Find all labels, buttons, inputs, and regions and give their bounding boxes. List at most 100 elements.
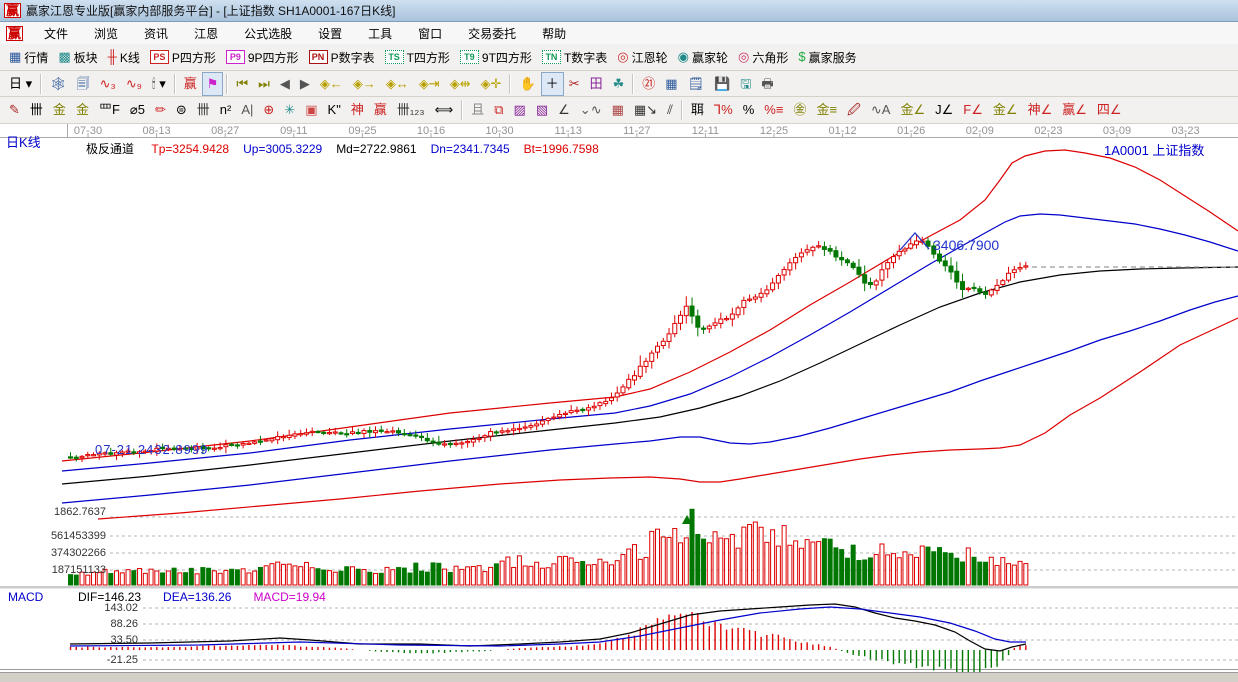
brain-tool-button[interactable]: ☘ (608, 72, 630, 96)
t-square-button[interactable]: TS T四方形 (380, 45, 455, 69)
circle-grid-button[interactable]: ⊜ (171, 98, 192, 122)
p-number-table-button[interactable]: PN P数字表 (304, 45, 380, 69)
gann-wheel-button[interactable]: ◎ 江恩轮 (612, 45, 672, 69)
bars-levels-button[interactable]: 聑 (686, 98, 709, 122)
ruler-grid-button[interactable]: 卌 (192, 98, 215, 122)
mirror-a-button[interactable]: A| (236, 98, 258, 122)
box-fan-button[interactable]: ▨ (509, 98, 531, 122)
menu-item-2[interactable]: 资讯 (144, 26, 169, 41)
gold-grid-button[interactable]: 金 (48, 98, 71, 122)
menu-item-6[interactable]: 工具 (368, 26, 393, 41)
p-square-button[interactable]: PS P四方形 (145, 45, 221, 69)
width-arrows-button[interactable]: ⟺ (430, 98, 459, 122)
network-button[interactable]: 🕸 (45, 72, 72, 96)
winner-wheel-button[interactable]: ◉ 赢家轮 (673, 45, 733, 69)
box-anchor-button[interactable]: 且 (466, 98, 489, 122)
menu-item-8[interactable]: 交易委托 (468, 26, 517, 41)
first-bar-button[interactable]: ⏮ (231, 72, 253, 96)
gold-angle-button[interactable]: 金∠ (895, 98, 930, 122)
shen-grid-button[interactable]: 神 (346, 98, 369, 122)
box-star-button[interactable]: ▣ (300, 98, 322, 122)
t-number-table-button[interactable]: TN T数字表 (537, 45, 612, 69)
win-mark-button[interactable]: 赢 (179, 72, 202, 96)
gold-grid-2-button[interactable]: 金 (71, 98, 94, 122)
f-grid-button[interactable]: 罒F (94, 98, 125, 122)
quotes-button[interactable]: ▦ 行情 (4, 45, 53, 69)
chart-canvas[interactable] (0, 124, 1238, 681)
last-bar-button[interactable]: ⏭ (253, 72, 275, 96)
save-disk-button[interactable]: 💾 (709, 72, 735, 96)
zoom-fit-button[interactable]: ◈⇹ (445, 72, 476, 96)
ying-angle-button[interactable]: 赢∠ (1057, 98, 1092, 122)
red-pencil-grid-button[interactable]: ✏ (150, 98, 171, 122)
zoom-shrink-button[interactable]: ◈⇥ (414, 72, 445, 96)
calendar-button[interactable]: ㉑ (637, 72, 660, 96)
f-angle-button[interactable]: F∠ (958, 98, 988, 122)
menu-item-5[interactable]: 设置 (318, 26, 343, 41)
export-disk-button[interactable]: 🖫 (735, 72, 756, 96)
min3-chart-button[interactable]: ∿₃ (95, 72, 121, 96)
parallel-lines-button[interactable]: ⫽ (662, 98, 678, 122)
gold-circle-button[interactable]: ㊎ (788, 98, 811, 122)
gold-levels-button[interactable]: 金≡ (811, 98, 842, 122)
shen-angle-button[interactable]: 神∠ (1023, 98, 1058, 122)
gold-angle-2-button[interactable]: 金∠ (988, 98, 1023, 122)
calculator-button[interactable]: ▦ (660, 72, 682, 96)
menu-item-9[interactable]: 帮助 (542, 26, 567, 41)
crosshair-tool-button[interactable]: ＋ (540, 71, 564, 96)
box-x-fan-button[interactable]: ▧ (531, 98, 553, 122)
grid-box-dots-button[interactable]: ▦ (607, 98, 629, 122)
menu-item-0[interactable]: 文件 (44, 26, 69, 41)
spiral-grid-button[interactable]: ⌀5 (125, 98, 150, 122)
candle-body (315, 430, 321, 434)
pct-lines-button[interactable]: %≡ (759, 98, 788, 122)
volume-bar (545, 567, 551, 586)
sectors-button[interactable]: ▩ 板块 (53, 45, 102, 69)
menu-item-3[interactable]: 江恩 (194, 26, 219, 41)
draw-pencil-button[interactable]: ✎ (4, 98, 25, 122)
menu-item-7[interactable]: 窗口 (418, 26, 443, 41)
star-tool-button[interactable]: ✳ (279, 98, 300, 122)
k-quote-button[interactable]: K" (323, 98, 346, 122)
hand-tool-button[interactable]: ✋ (514, 72, 540, 96)
flag-button[interactable]: ⚑ (201, 71, 224, 96)
kline-label: K线 (119, 50, 140, 65)
print-button[interactable]: 🖶 (756, 72, 778, 96)
winner-service-button[interactable]: $ 赢家服务 (793, 45, 861, 69)
n2-grid-button[interactable]: n² (215, 98, 237, 122)
menu-item-4[interactable]: 公式选股 (244, 26, 293, 41)
fan-rays-button[interactable]: ⧉ (489, 98, 508, 122)
snip-tool-button[interactable]: ✂ (564, 72, 585, 96)
9p-square-button[interactable]: P9 9P四方形 (221, 45, 304, 69)
pct7-button[interactable]: ⅂% (709, 98, 738, 122)
9t-square-button[interactable]: T9 9T四方形 (455, 45, 537, 69)
grid-box-arrow-button[interactable]: ▦↘ (629, 98, 662, 122)
zoom-left-button[interactable]: ◈← (315, 72, 348, 96)
notepad-button[interactable]: 🗒 (683, 72, 710, 96)
si-angle-button[interactable]: 四∠ (1092, 98, 1127, 122)
red-cross-circle-button[interactable]: ⊕ (258, 98, 279, 122)
menu-item-1[interactable]: 浏览 (94, 26, 119, 41)
grid-123-button[interactable]: 卌₁₂₃ (392, 98, 430, 122)
min9-chart-button[interactable]: ∿₉ (121, 72, 147, 96)
zoom-right-button[interactable]: ◈→ (348, 72, 381, 96)
j-angle-button[interactable]: J∠ (930, 98, 958, 122)
check-wave-button[interactable]: ⌄∿ (575, 98, 607, 122)
window-purple-button[interactable]: 田 (585, 72, 608, 96)
hexagon-button[interactable]: ◎ 六角形 (733, 45, 793, 69)
ying-grid-button[interactable]: 赢 (369, 98, 392, 122)
angle-rays-button[interactable]: ∠ (553, 98, 575, 122)
candle-style-button[interactable]: 🕯 ▾ (147, 72, 171, 96)
grid-lines-button[interactable]: 卌 (25, 98, 48, 122)
prev-bar-button[interactable]: ◀ (275, 72, 295, 96)
pct-button[interactable]: % (738, 98, 760, 122)
period-day-button[interactable]: 日 ▾ (4, 72, 37, 96)
ink-flag-button[interactable]: 🖉 (842, 98, 866, 122)
chart-area[interactable]: 日K线 极反通道 Tp=3254.9428 Up=3005.3229 Md=2722… (0, 124, 1238, 681)
kline-button[interactable]: ╫ K线 (103, 45, 145, 69)
zoom-expand-button[interactable]: ◈↔ (381, 72, 414, 96)
info-doc-button[interactable]: 🗐 (72, 72, 95, 96)
wave-a-button[interactable]: ∿A (866, 98, 896, 122)
next-bar-button[interactable]: ▶ (295, 72, 315, 96)
zoom-all-button[interactable]: ◈✛ (476, 72, 507, 96)
